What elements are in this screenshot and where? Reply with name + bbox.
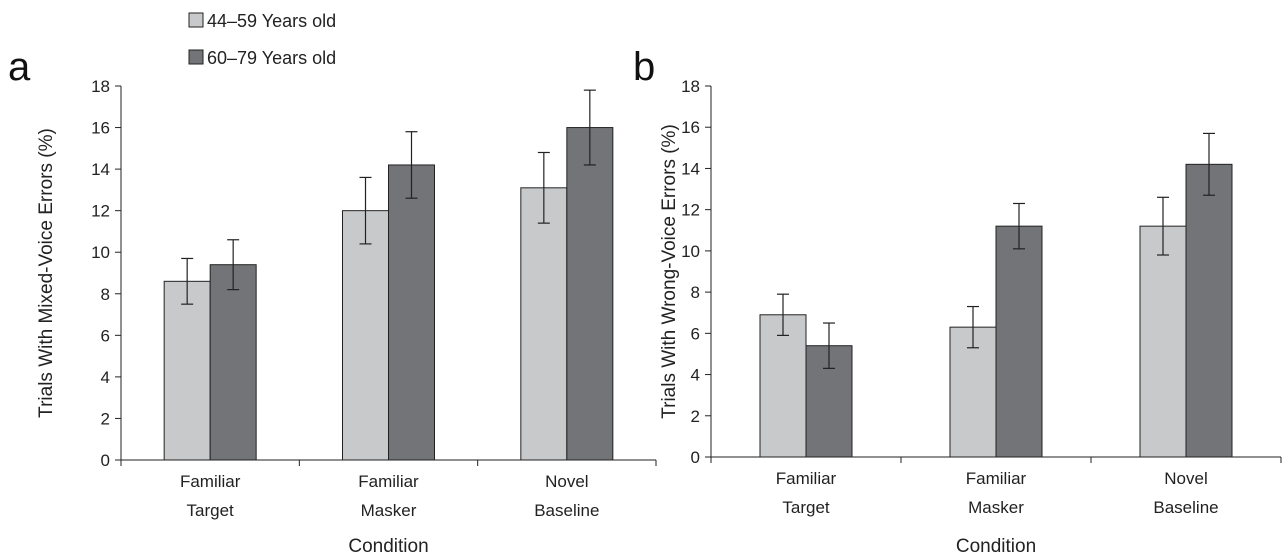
y-tick-label: 0 xyxy=(101,451,110,470)
bar xyxy=(342,210,389,461)
x-tick-label: Target xyxy=(782,498,830,517)
bar xyxy=(209,264,257,461)
x-tick-label: Familiar xyxy=(180,472,241,491)
y-tick-label: 2 xyxy=(101,409,110,428)
x-axis-title: Condition xyxy=(348,536,428,557)
x-tick-label: Novel xyxy=(1164,469,1207,488)
x-tick-label: Baseline xyxy=(534,501,599,520)
y-tick-label: 16 xyxy=(91,119,110,138)
y-tick-label: 14 xyxy=(681,159,700,178)
y-tick-label: 12 xyxy=(681,201,700,220)
chart-panel-a: 0 2 4 6 8 10 12 14 16 18 Familiar Target Familiar Mas… xyxy=(36,77,657,557)
bar xyxy=(388,164,435,461)
y-tick-label: 12 xyxy=(91,202,110,221)
y-tick-label: 2 xyxy=(691,407,700,426)
panel-letter-b: b xyxy=(633,45,655,89)
y-tick-label: 8 xyxy=(101,285,110,304)
x-tick-label: Baseline xyxy=(1153,498,1218,517)
panel-letter-a: a xyxy=(8,45,31,89)
x-tick-label: Familiar xyxy=(776,469,837,488)
x-tick-label: Target xyxy=(187,501,235,520)
x-tick-label: Familiar xyxy=(966,469,1027,488)
y-tick-label: 4 xyxy=(101,368,110,387)
y-tick-label: 4 xyxy=(691,366,700,385)
bar xyxy=(566,127,614,461)
y-tick-label: 0 xyxy=(691,448,700,467)
y-tick-label: 10 xyxy=(681,242,700,261)
chart-panel-b: 0 2 4 6 8 10 12 14 16 18 Familiar Target Familiar Mas… xyxy=(659,77,1282,557)
y-axis-title: Trials With Mixed-Voice Errors (%) xyxy=(36,128,57,418)
x-axis-title: Condition xyxy=(956,536,1036,557)
bar xyxy=(520,187,568,461)
x-tick-label: Masker xyxy=(968,498,1024,517)
x-tick-label: Novel xyxy=(545,472,588,491)
x-tick-label: Masker xyxy=(361,501,417,520)
bar xyxy=(759,314,807,458)
y-tick-label: 18 xyxy=(91,77,110,96)
y-tick-label: 6 xyxy=(691,324,700,343)
y-tick-label: 14 xyxy=(91,160,110,179)
x-tick-label: Familiar xyxy=(358,472,419,491)
legend-swatch-60-79 xyxy=(188,49,204,65)
bar xyxy=(1185,163,1233,458)
y-tick-label: 16 xyxy=(681,118,700,137)
y-tick-label: 8 xyxy=(691,283,700,302)
legend: 44–59 Years old 60–79 Years old xyxy=(188,11,336,68)
y-tick-label: 6 xyxy=(101,326,110,345)
legend-swatch-44-59 xyxy=(188,12,204,28)
y-axis-title: Trials With Wrong-Voice Errors (%) xyxy=(659,124,680,419)
y-tick-label: 18 xyxy=(681,77,700,96)
legend-label-60-79: 60–79 Years old xyxy=(207,48,336,68)
bar xyxy=(995,225,1043,458)
y-tick-label: 10 xyxy=(91,243,110,262)
bar xyxy=(163,280,211,461)
bar xyxy=(1139,225,1187,458)
legend-label-44-59: 44–59 Years old xyxy=(207,11,336,31)
